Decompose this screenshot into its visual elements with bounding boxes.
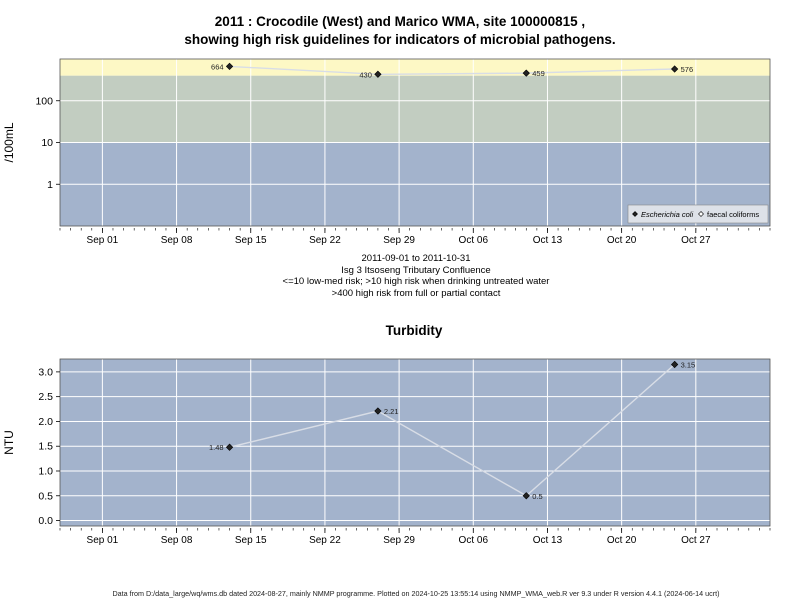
data-label: 576 bbox=[681, 65, 694, 74]
y-tick-label: 1 bbox=[47, 179, 53, 191]
x-tick-label: Sep 08 bbox=[161, 235, 193, 246]
legend-marker-e-coli bbox=[632, 211, 638, 217]
caption-contact-guideline: >400 high risk from full or partial cont… bbox=[331, 287, 501, 299]
y-axis-label: /100mL bbox=[2, 122, 16, 162]
y-tick-label: 10 bbox=[41, 137, 53, 149]
y-tick-label: 100 bbox=[35, 95, 53, 107]
legend-box bbox=[627, 204, 769, 224]
caption-date-range: 2011-09-01 to 2011-10-31 bbox=[361, 253, 471, 264]
x-tick-label: Sep 29 bbox=[383, 235, 415, 246]
chart-title-line-2: showing high risk guidelines for indicat… bbox=[184, 32, 616, 47]
x-tick-label: Oct 13 bbox=[533, 235, 563, 246]
legend-marker-faecal-coliforms bbox=[698, 211, 704, 217]
caption-drinking-guideline: <=10 low-med risk; >10 high risk when dr… bbox=[282, 276, 550, 287]
x-tick-label: Sep 15 bbox=[235, 235, 267, 246]
x-tick-label: Sep 01 bbox=[87, 235, 119, 246]
data-label: 459 bbox=[532, 69, 545, 78]
x-tick-label: Oct 06 bbox=[459, 235, 489, 246]
data-point bbox=[671, 65, 679, 73]
data-label: 664 bbox=[211, 62, 224, 71]
data-label: 430 bbox=[359, 70, 372, 79]
data-point bbox=[374, 70, 382, 78]
legend-label-e-coli: Escherichia coli bbox=[641, 210, 693, 219]
legend-label-faecal-coliforms: faecal coliforms bbox=[707, 210, 759, 219]
x-tick-label: Oct 20 bbox=[607, 235, 637, 246]
caption-site-name: Isg 3 Itsoseng Tributary Confluence bbox=[341, 264, 491, 276]
x-tick-label: Sep 22 bbox=[309, 235, 341, 246]
data-point bbox=[225, 62, 234, 71]
chart-title-line-1: 2011 : Crocodile (West) and Marico WMA, … bbox=[214, 14, 586, 29]
data-point bbox=[522, 69, 530, 77]
series-line bbox=[229, 65, 675, 76]
turbidity-chart-title: Turbidity bbox=[385, 323, 443, 338]
footer-note: Data from D:/data_large/wq/wms.db dated … bbox=[112, 589, 720, 598]
x-tick-label: Oct 27 bbox=[681, 235, 711, 246]
risk-band-mid bbox=[60, 75, 770, 143]
risk-band-high bbox=[60, 59, 770, 76]
